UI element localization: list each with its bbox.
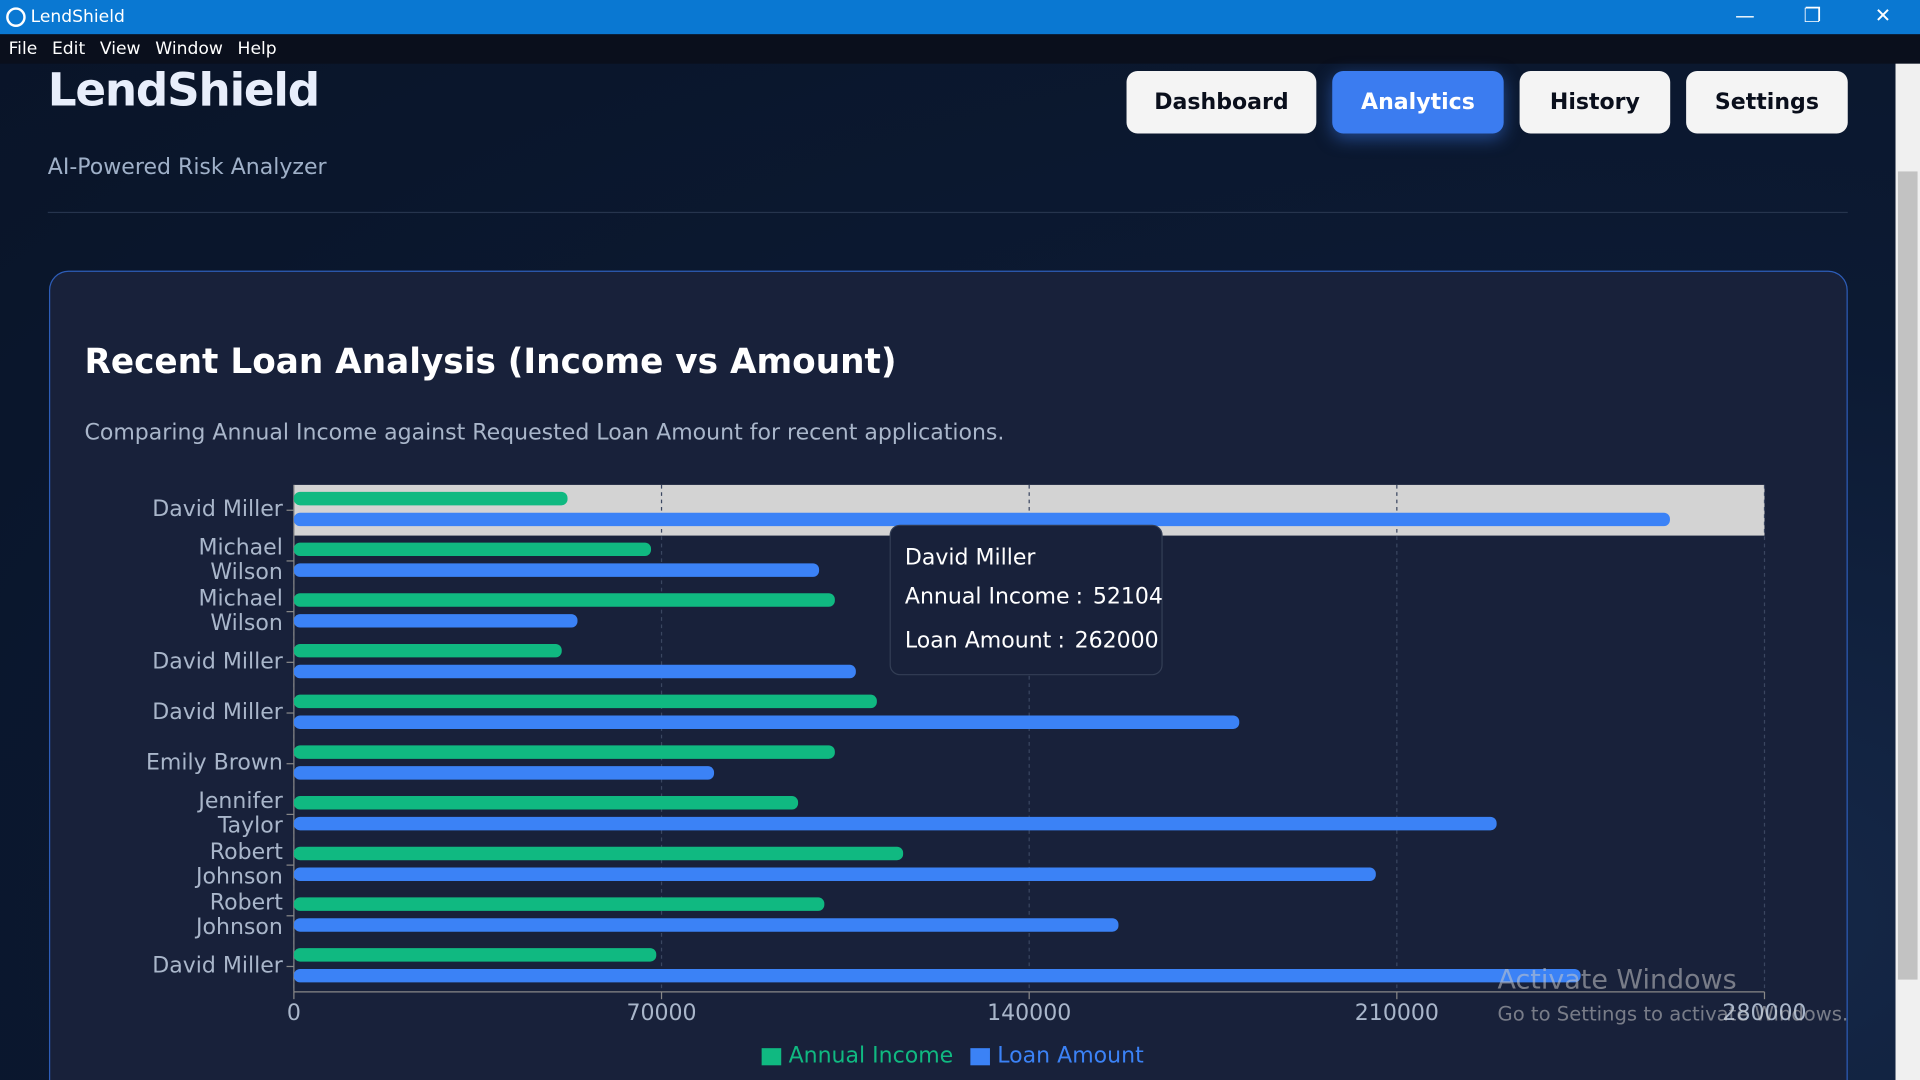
bar [293, 664, 856, 679]
y-tick-label: David Miller [152, 700, 284, 725]
x-tick-label: 0 [287, 1001, 301, 1026]
y-tick-label: Michael Wilson [198, 536, 282, 585]
tooltip-value: 262000 [1075, 629, 1159, 654]
tooltip-value: 52104 [1093, 585, 1163, 610]
x-tick-label: 210000 [1355, 1001, 1439, 1026]
menu-item[interactable]: Window [155, 39, 223, 59]
menu-bar: File Edit View Window Help [0, 34, 1920, 64]
menu-item[interactable]: File [8, 39, 38, 59]
tooltip-series: Loan Amount [905, 629, 1052, 654]
divider [47, 211, 1848, 214]
legend-label: Loan Amount [997, 1044, 1144, 1069]
bar [293, 491, 568, 506]
y-tick-label: Michael Wilson [198, 586, 282, 635]
tooltip-series: Annual Income [905, 585, 1070, 610]
bar [293, 948, 657, 962]
bar [293, 512, 1670, 527]
x-tick-label: 140000 [987, 1001, 1071, 1026]
tooltip-box [889, 524, 1163, 676]
bar [293, 796, 799, 810]
restore[interactable]: ❐ [1803, 3, 1822, 27]
nav-button[interactable]: History [1519, 71, 1671, 134]
tooltip-separator: : [1057, 629, 1064, 654]
close[interactable]: ✕ [1874, 3, 1892, 27]
bar [293, 563, 820, 577]
bar [293, 745, 835, 759]
chart-title: Recent Loan Analysis (Income vs Amount) [84, 342, 896, 382]
x-tick-label: 70000 [626, 1001, 696, 1026]
bar [293, 846, 904, 861]
app-icon [6, 7, 26, 27]
nav-button[interactable]: Settings [1686, 71, 1848, 134]
brand: LendShield [47, 63, 320, 117]
bar [293, 816, 1497, 831]
tooltip-separator: : [1076, 585, 1083, 610]
y-tick-label: Emily Brown [146, 751, 283, 776]
y-tick-label: Jennifer Taylor [196, 789, 283, 838]
bar [293, 593, 835, 607]
menu-item[interactable]: View [99, 39, 141, 59]
legend-label: Annual Income [789, 1044, 954, 1069]
title-bar: LendShield — ❐ ✕ [0, 0, 1920, 35]
chart-subtitle: Comparing Annual Income against Requeste… [84, 420, 1004, 445]
x-tick-label: 280000 [1722, 1001, 1806, 1026]
bar [293, 694, 877, 709]
watermark-title: Activate Windows [1498, 964, 1737, 995]
legend-swatch [761, 1048, 782, 1066]
y-tick-label: Robert Johnson [194, 891, 283, 940]
bar [293, 867, 1376, 882]
legend-swatch [970, 1048, 990, 1066]
bar [293, 542, 652, 557]
minimize[interactable]: — [1735, 3, 1755, 27]
bar [293, 614, 578, 628]
menu-item[interactable]: Edit [51, 39, 86, 59]
scrollbar[interactable] [1895, 63, 1920, 1080]
bar [293, 918, 1119, 932]
bar [293, 897, 825, 911]
tagline: AI-Powered Risk Analyzer [47, 154, 327, 180]
y-tick-label: David Miller [152, 497, 284, 522]
y-tick-label: David Miller [152, 649, 284, 674]
window-title: LendShield [30, 7, 125, 27]
watermark-text: Go to Settings to activate Windows. [1498, 1003, 1849, 1026]
y-tick-label: David Miller [152, 953, 284, 978]
bar [293, 766, 715, 780]
menu-item[interactable]: Help [237, 39, 277, 59]
scroll-thumb[interactable] [1897, 171, 1918, 980]
bar [293, 968, 1581, 983]
bar [293, 715, 1240, 729]
bar [293, 643, 562, 658]
y-tick-label: Robert Johnson [194, 840, 283, 889]
tooltip-title: David Miller [905, 545, 1037, 570]
nav-button[interactable]: Dashboard [1126, 71, 1317, 134]
nav-button[interactable]: Analytics [1332, 71, 1504, 134]
